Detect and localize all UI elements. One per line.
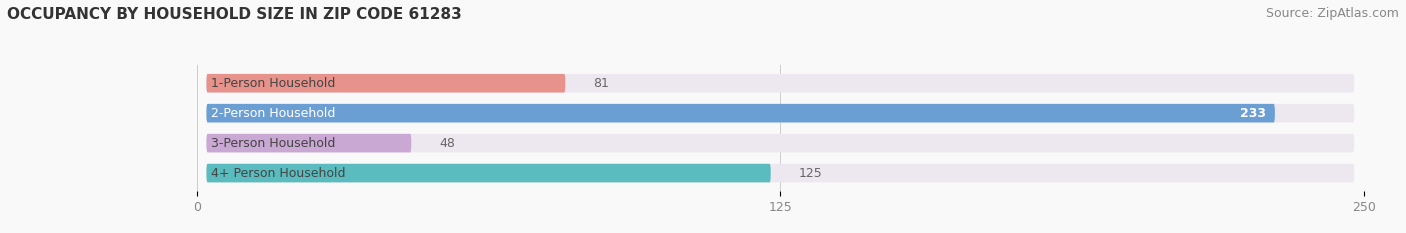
Text: 1-Person Household: 1-Person Household: [211, 77, 335, 90]
Text: 48: 48: [440, 137, 456, 150]
FancyBboxPatch shape: [207, 134, 412, 152]
FancyBboxPatch shape: [207, 74, 1354, 93]
Text: 2-Person Household: 2-Person Household: [211, 107, 335, 120]
Text: 81: 81: [593, 77, 609, 90]
FancyBboxPatch shape: [207, 164, 1354, 182]
FancyBboxPatch shape: [207, 164, 770, 182]
Text: 125: 125: [799, 167, 823, 180]
Text: 233: 233: [1240, 107, 1265, 120]
Text: 4+ Person Household: 4+ Person Household: [211, 167, 346, 180]
FancyBboxPatch shape: [207, 104, 1275, 123]
Text: 3-Person Household: 3-Person Household: [211, 137, 335, 150]
FancyBboxPatch shape: [207, 134, 1354, 152]
Text: OCCUPANCY BY HOUSEHOLD SIZE IN ZIP CODE 61283: OCCUPANCY BY HOUSEHOLD SIZE IN ZIP CODE …: [7, 7, 461, 22]
Text: Source: ZipAtlas.com: Source: ZipAtlas.com: [1265, 7, 1399, 20]
FancyBboxPatch shape: [207, 104, 1354, 123]
FancyBboxPatch shape: [207, 74, 565, 93]
